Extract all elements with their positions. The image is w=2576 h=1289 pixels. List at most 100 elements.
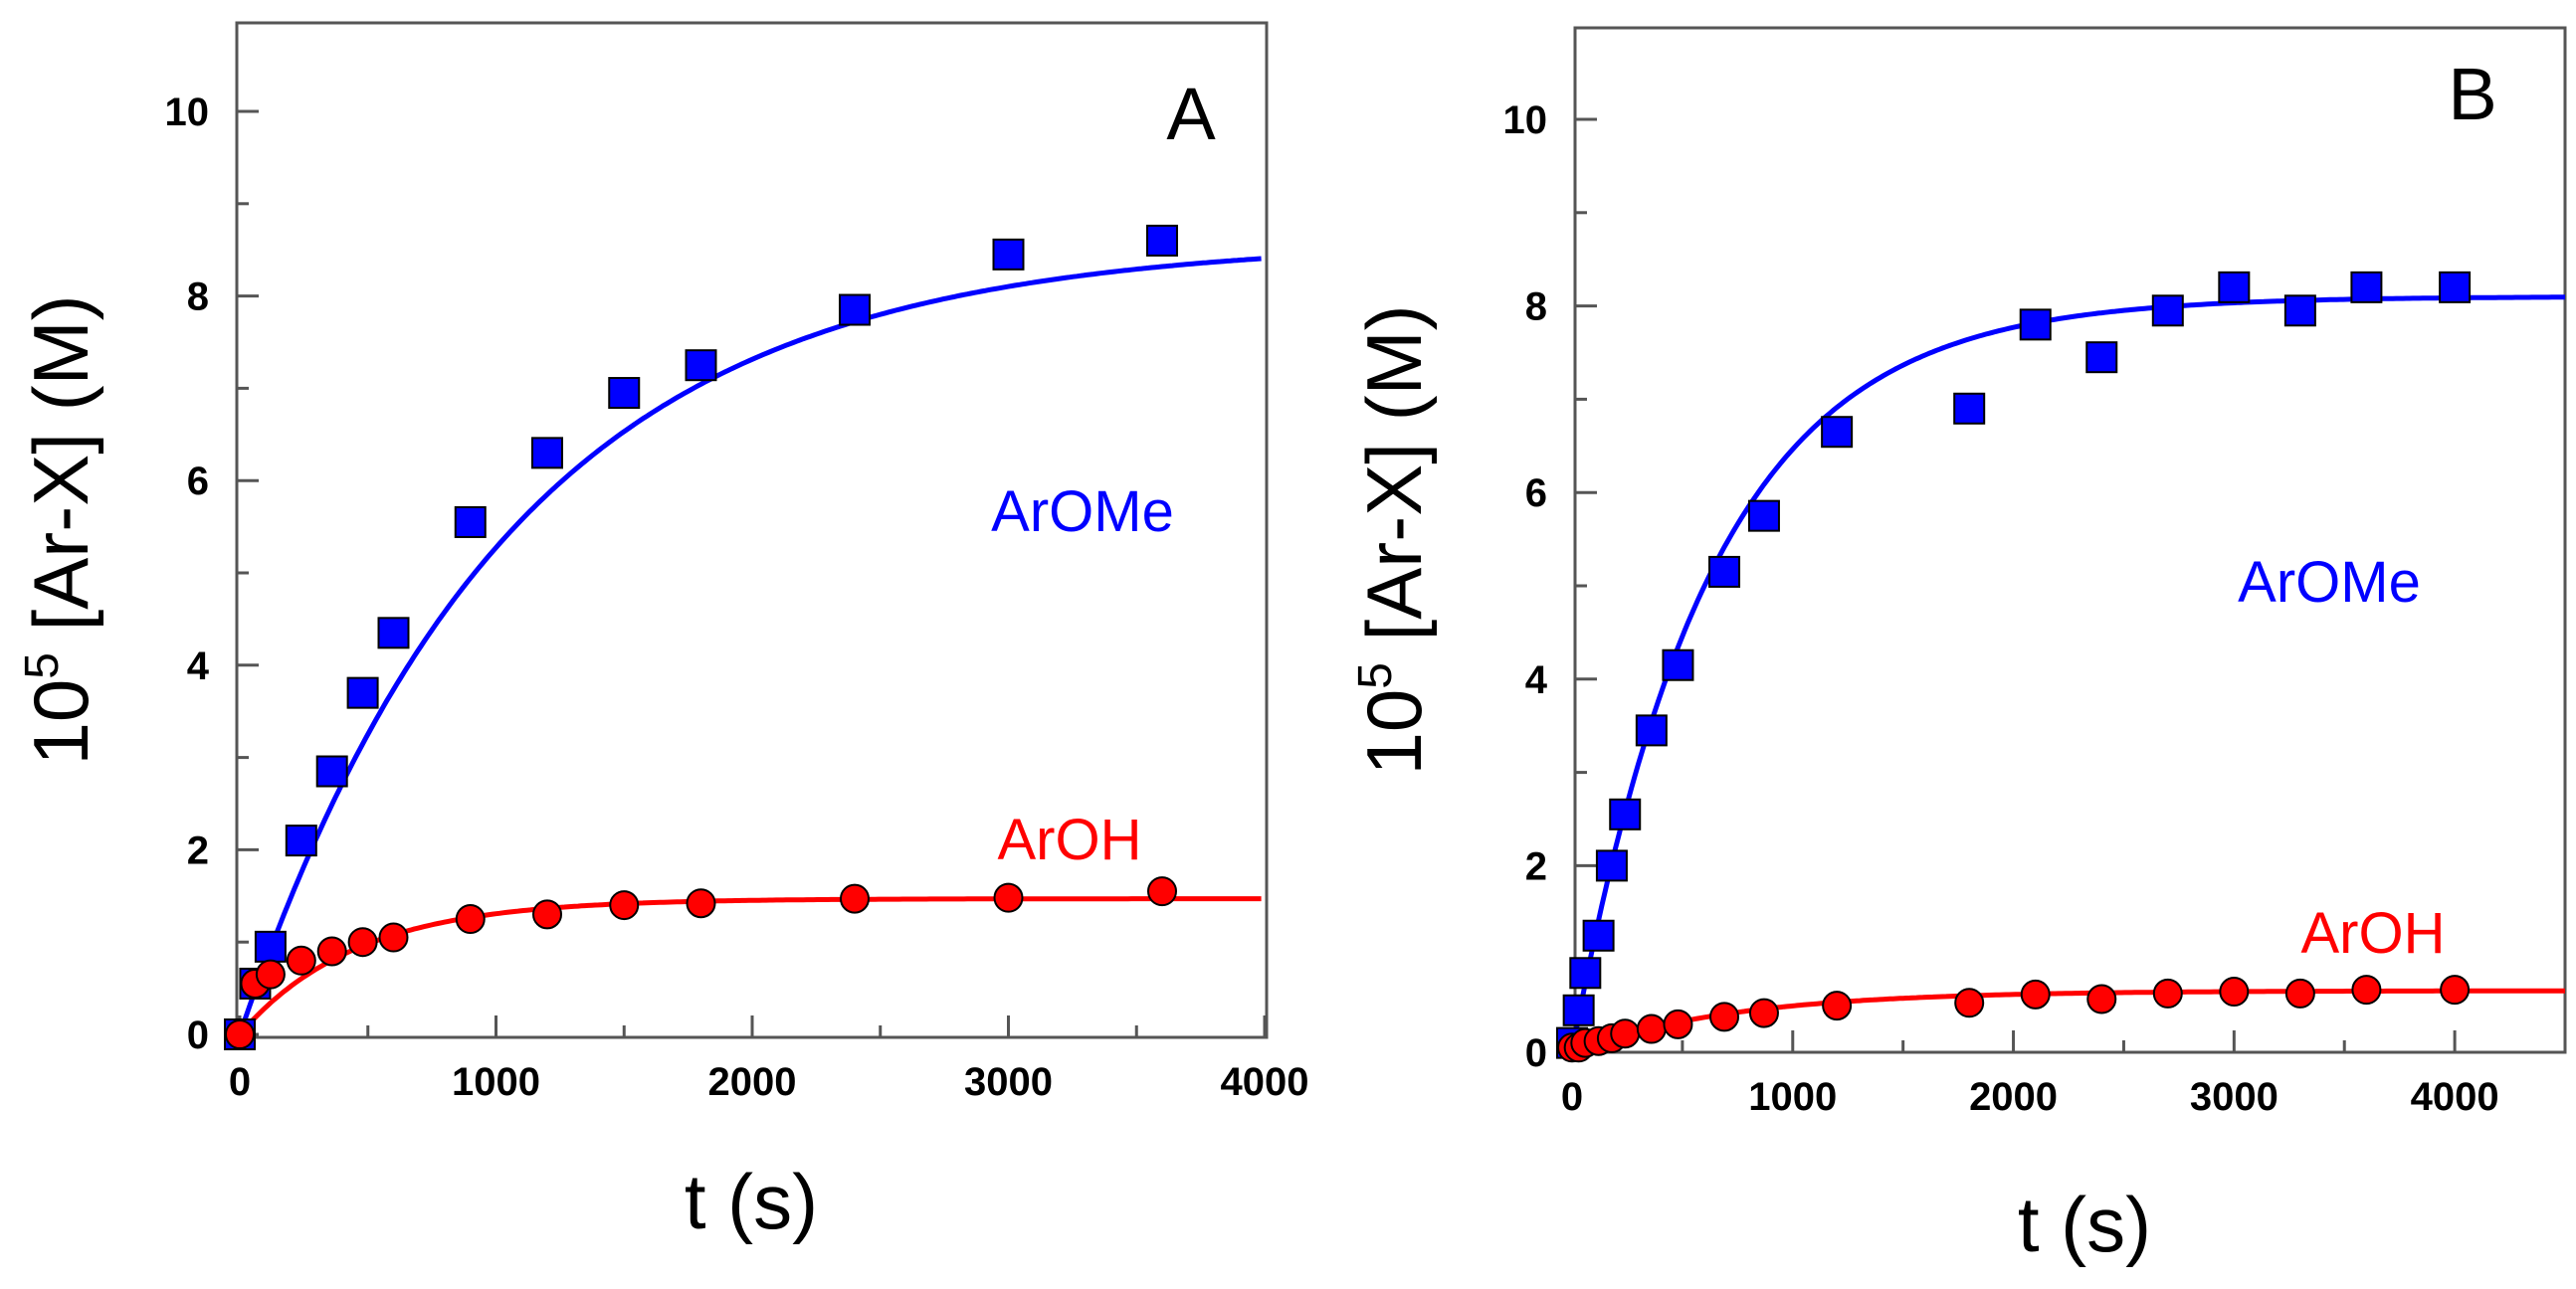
point-aroh-b <box>1954 988 1985 1018</box>
point-arome-a <box>254 930 287 963</box>
point-aroh-b <box>2219 977 2250 1008</box>
y-tick-label-a: 10 <box>165 91 210 134</box>
point-arome-b <box>1595 849 1628 882</box>
point-aroh-a <box>316 936 347 967</box>
y-tick-label-b: 6 <box>1525 471 1547 515</box>
point-arome-b <box>2218 271 2251 303</box>
y-axis-title-a: 105 [Ar-X] (M) <box>16 294 104 765</box>
y-axis-title-exponent-a: 5 <box>16 652 69 679</box>
y-axis-title-b: 105 [Ar-X] (M) <box>1349 304 1438 775</box>
point-arome-b <box>1635 714 1668 747</box>
series-label-aroh-b: ArOH <box>2301 901 2446 966</box>
x-tick-label-b: 2000 <box>1969 1075 2058 1119</box>
panel-label-b: B <box>2448 53 2496 135</box>
point-aroh-a <box>532 899 562 930</box>
point-arome-b <box>2151 294 2184 327</box>
y-axis-title-prefix-a: 10 <box>17 679 104 766</box>
point-aroh-b <box>1663 1009 1693 1039</box>
x-tick-label-b: 0 <box>1561 1075 1583 1119</box>
y-axis-title-suffix-b: [Ar-X] (M) <box>1350 304 1438 662</box>
point-aroh-a <box>347 927 378 958</box>
point-arome-a <box>1146 224 1178 257</box>
x-tick-label-b: 3000 <box>2190 1075 2279 1119</box>
point-aroh-a <box>609 890 640 921</box>
series-label-arome-a: ArOMe <box>991 479 1174 544</box>
point-arome-b <box>1953 392 1986 425</box>
point-aroh-a <box>286 945 316 976</box>
point-aroh-b <box>1636 1013 1667 1044</box>
point-arome-a <box>839 293 871 326</box>
point-aroh-b <box>1709 1002 1740 1032</box>
point-aroh-b <box>2086 984 2117 1014</box>
point-aroh-a <box>686 888 716 919</box>
point-arome-a <box>531 437 563 469</box>
point-arome-b <box>1609 798 1642 830</box>
y-tick-label-a: 0 <box>187 1013 209 1057</box>
point-arome-b <box>2439 271 2472 303</box>
y-tick-label-a: 2 <box>187 829 209 872</box>
point-aroh-b <box>2152 978 2183 1009</box>
y-tick-label-a: 4 <box>187 644 210 688</box>
point-aroh-a <box>378 922 409 953</box>
y-tick-label-a: 6 <box>187 460 209 503</box>
point-arome-a <box>346 676 379 709</box>
x-tick-label-a: 4000 <box>1221 1060 1309 1104</box>
y-tick-label-b: 10 <box>1503 98 1548 142</box>
point-aroh-b <box>2284 978 2315 1009</box>
point-aroh-a <box>255 959 286 990</box>
series-label-arome-b: ArOMe <box>2238 550 2421 615</box>
point-aroh-b <box>1822 991 1853 1021</box>
point-aroh-a <box>1147 876 1177 907</box>
point-aroh-a <box>225 1019 255 1049</box>
fit-line-arome-a <box>237 256 1262 1035</box>
point-aroh-b <box>1748 998 1779 1028</box>
y-tick-label-b: 2 <box>1525 844 1547 888</box>
point-arome-b <box>2085 341 2118 374</box>
point-arome-a <box>454 505 487 538</box>
point-arome-a <box>377 617 410 649</box>
fit-line-aroh-a <box>238 896 1262 1036</box>
x-tick-label-a: 2000 <box>708 1060 797 1104</box>
axes-a: 0 2 4 6 8 10 0 1000 2000 3000 4000 <box>165 91 1309 1104</box>
fit-curves-a <box>237 256 1262 1036</box>
y-axis-title-exponent-b: 5 <box>1349 662 1402 689</box>
point-arome-b <box>1582 919 1615 952</box>
point-arome-b <box>2019 308 2052 341</box>
point-aroh-a <box>840 883 870 914</box>
y-axis-title-suffix-a: [Ar-X] (M) <box>17 294 104 652</box>
x-tick-label-a: 3000 <box>964 1060 1053 1104</box>
axes-b: 0 2 4 6 8 10 0 1000 2000 3000 4000 <box>1503 98 2499 1119</box>
point-aroh-a <box>993 882 1024 913</box>
fit-line-arome-b <box>1569 294 2565 1053</box>
point-aroh-b <box>2020 979 2051 1010</box>
series-label-aroh-a: ArOH <box>998 808 1142 872</box>
panel-b: 0 2 4 6 8 10 0 1000 2000 3000 4000 B ArOMe ArOH t … <box>1349 26 2567 1268</box>
point-aroh-b <box>2440 975 2471 1006</box>
y-tick-label-b: 4 <box>1525 658 1548 702</box>
x-tick-label-a: 0 <box>229 1060 251 1104</box>
plot-frame-b <box>1573 26 2567 1054</box>
point-aroh-b <box>1610 1018 1641 1049</box>
y-tick-label-a: 8 <box>187 276 209 319</box>
x-tick-label-a: 1000 <box>452 1060 540 1104</box>
point-arome-b <box>1747 499 1780 532</box>
point-arome-a <box>285 825 317 857</box>
point-arome-a <box>992 238 1025 271</box>
panel-label-a: A <box>1166 73 1216 155</box>
data-points-a <box>224 224 1178 1050</box>
point-aroh-a <box>455 904 486 934</box>
point-arome-b <box>2283 294 2316 327</box>
point-arome-b <box>2350 271 2383 303</box>
x-axis-title-a: t (s) <box>685 1158 818 1245</box>
point-arome-a <box>315 755 348 788</box>
point-arome-b <box>1569 957 1602 990</box>
data-points-b <box>1556 271 2472 1063</box>
point-arome-b <box>1821 416 1854 449</box>
panel-a: 0 2 4 6 8 10 0 1000 2000 3000 4000 A ArOMe ArOH t … <box>16 21 1309 1245</box>
point-arome-b <box>1662 648 1694 681</box>
point-arome-a <box>685 349 717 382</box>
point-arome-b <box>1708 555 1741 588</box>
x-axis-title-b: t (s) <box>2018 1181 2151 1268</box>
point-arome-b <box>1562 994 1595 1026</box>
